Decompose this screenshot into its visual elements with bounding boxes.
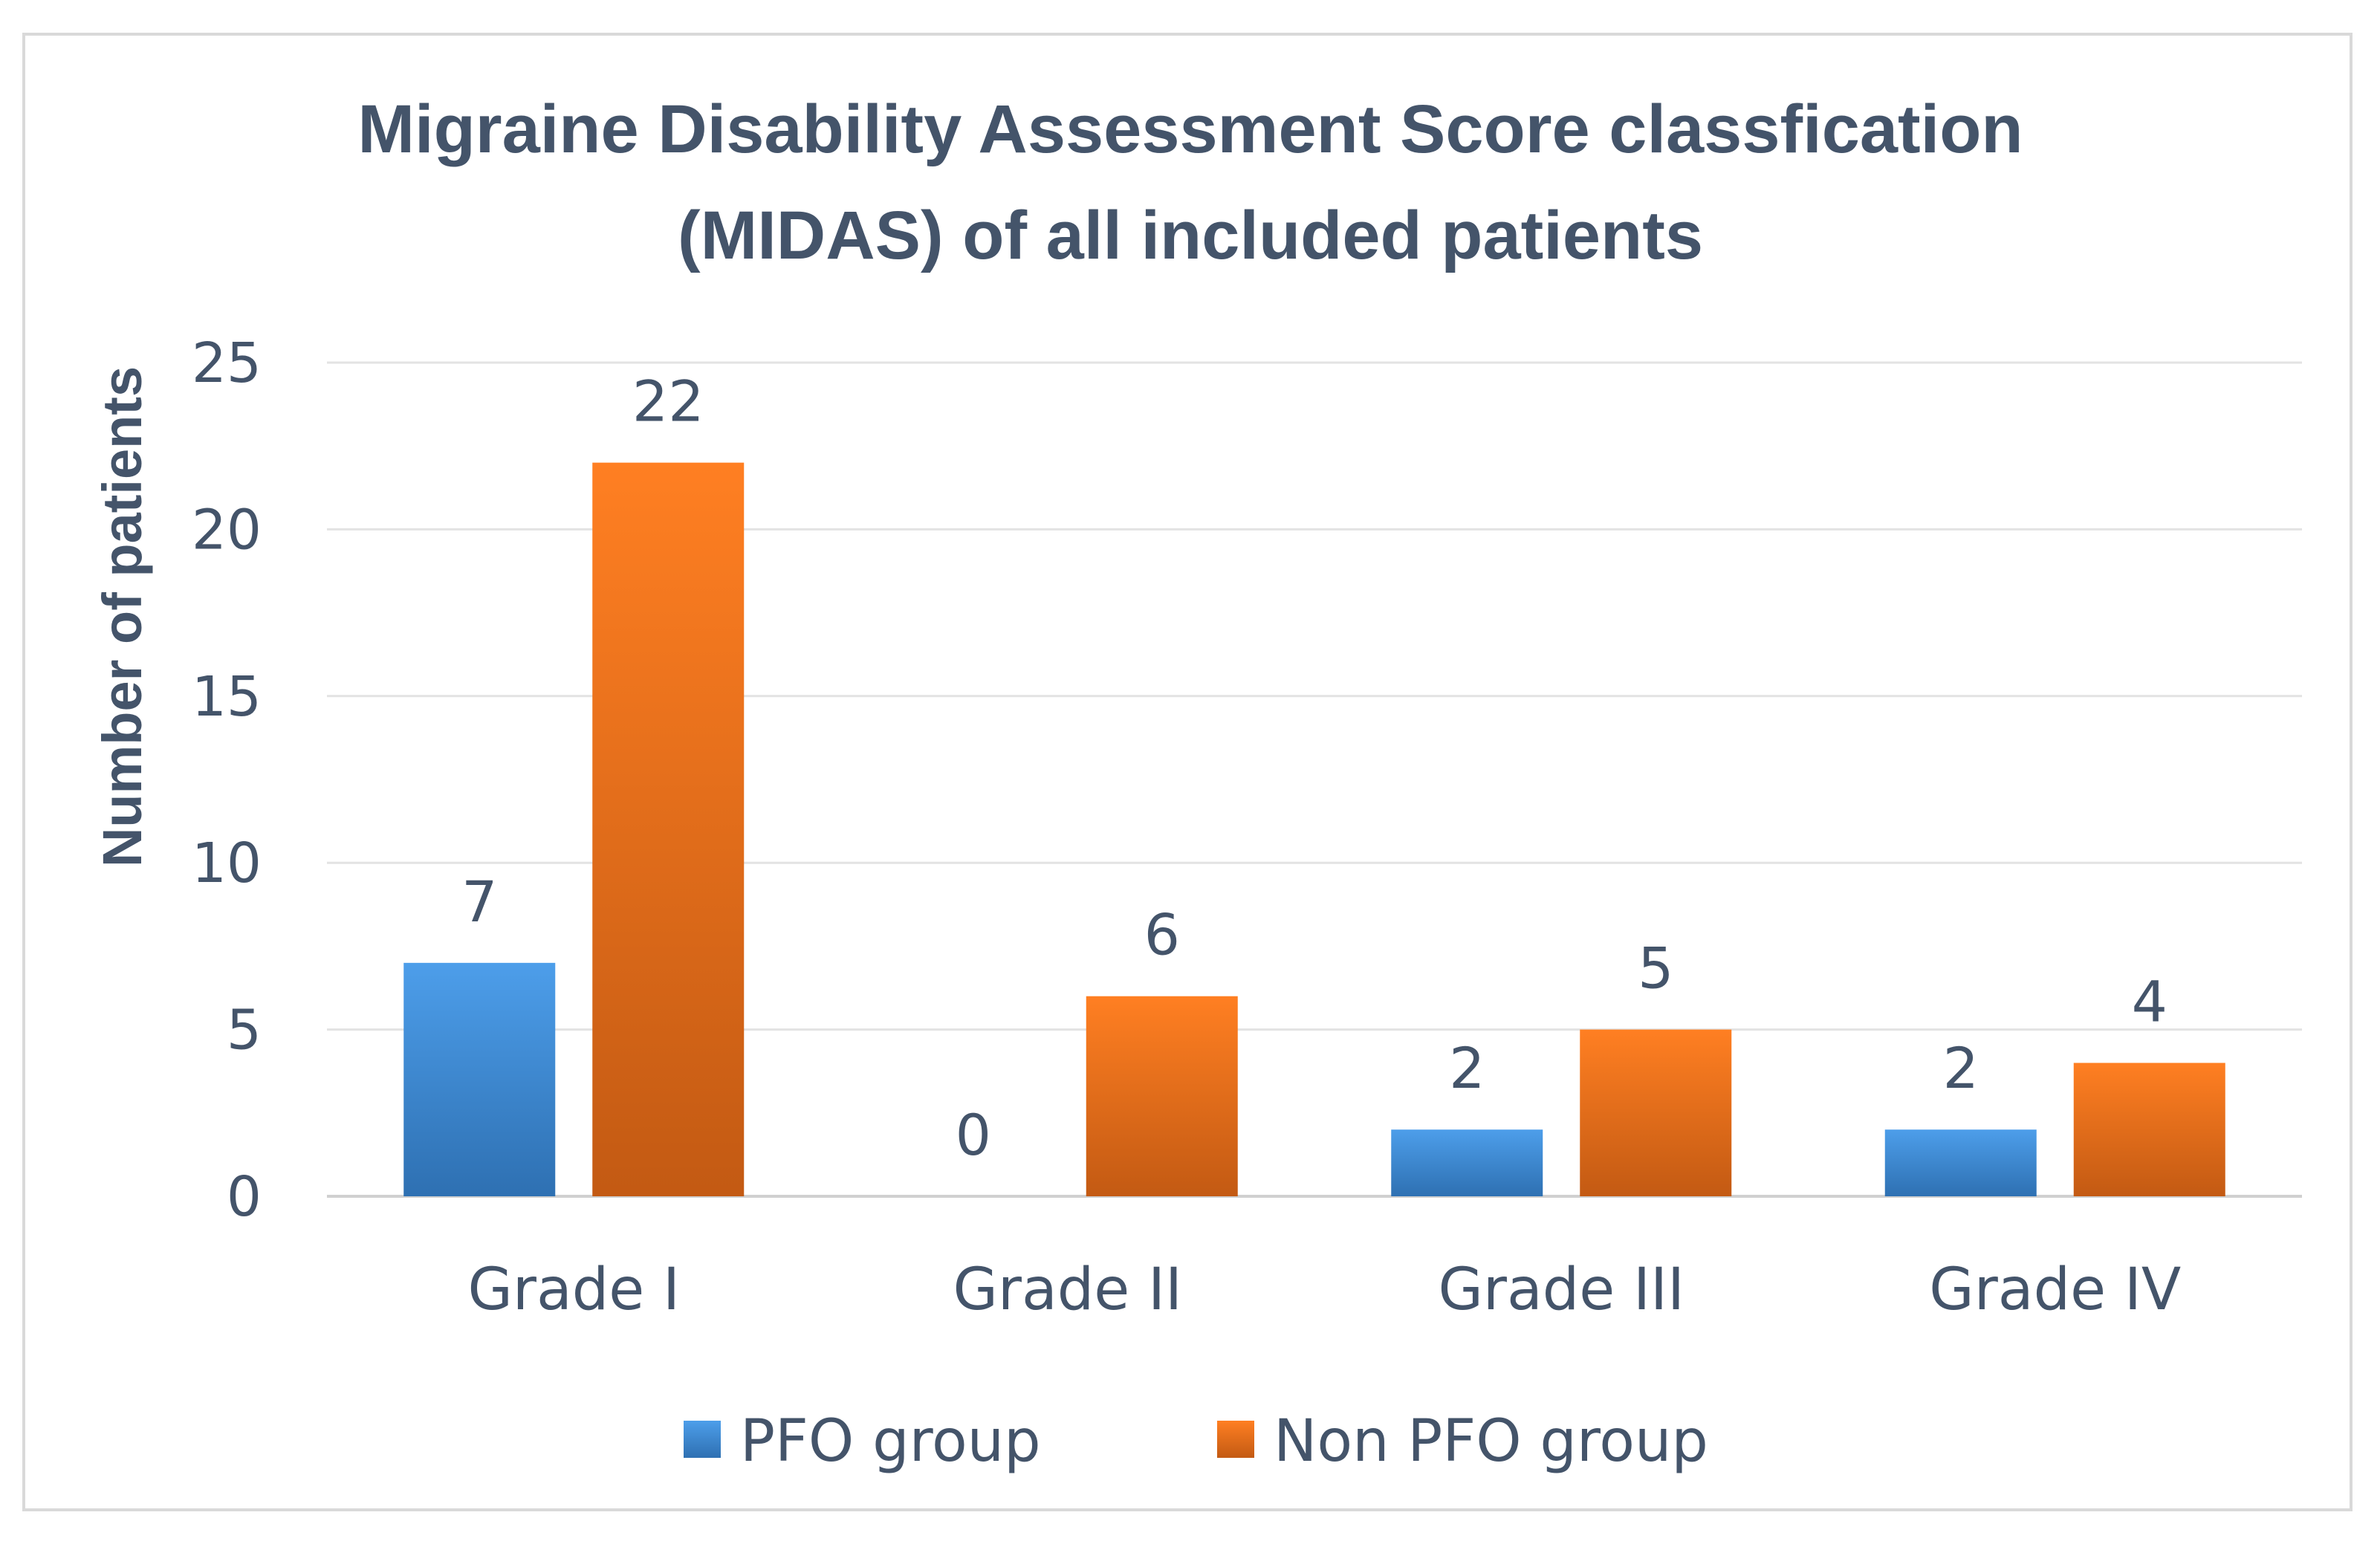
y-tick-label: 25 [192, 331, 262, 395]
data-label: 0 [956, 1102, 991, 1168]
data-label: 2 [1943, 1035, 1979, 1101]
bar-pfo-3 [1391, 1129, 1543, 1196]
bar-pfo-4 [1884, 1129, 2037, 1196]
data-label: 6 [1144, 902, 1180, 968]
y-axis-ticks: 0 5 10 15 20 25 [192, 331, 262, 1229]
y-tick-label: 5 [227, 999, 262, 1063]
data-label: 22 [632, 369, 704, 435]
chart-title-line-2: (MIDAS) of all included patients [678, 198, 1703, 273]
bars [403, 462, 2225, 1196]
bar-pfo-1 [403, 962, 556, 1196]
category-label: Grade III [1438, 1256, 1685, 1323]
bar-non-pfo-2 [1086, 996, 1238, 1196]
data-label: 7 [461, 869, 497, 935]
y-tick-label: 15 [192, 665, 262, 729]
category-label: Grade I [467, 1256, 680, 1323]
legend-label-pfo: PFO group [740, 1408, 1041, 1475]
category-label: Grade IV [1929, 1256, 2181, 1323]
legend-label-non-pfo: Non PFO group [1274, 1408, 1708, 1475]
data-label: 5 [1638, 935, 1673, 1002]
bar-non-pfo-3 [1580, 1029, 1732, 1196]
data-label: 2 [1449, 1035, 1485, 1101]
legend-swatch-pfo [684, 1421, 721, 1458]
x-axis-categories: Grade I Grade II Grade III Grade IV [467, 1256, 2181, 1323]
y-tick-label: 0 [227, 1165, 262, 1229]
data-label: 4 [2132, 968, 2167, 1034]
data-labels: 7 22 0 6 2 5 2 4 [461, 369, 2167, 1168]
y-axis-title: Number of patients [91, 366, 153, 867]
category-label: Grade II [953, 1256, 1182, 1323]
chart-frame [22, 33, 2353, 1511]
legend: PFO group Non PFO group [684, 1408, 1708, 1475]
bar-non-pfo-1 [592, 462, 745, 1196]
y-tick-label: 10 [192, 831, 262, 895]
chart-title-line-1: Migraine Disability Assessment Score cla… [357, 91, 2023, 167]
bar-non-pfo-4 [2073, 1063, 2225, 1196]
y-tick-label: 20 [192, 498, 262, 562]
legend-swatch-non-pfo [1217, 1421, 1254, 1458]
